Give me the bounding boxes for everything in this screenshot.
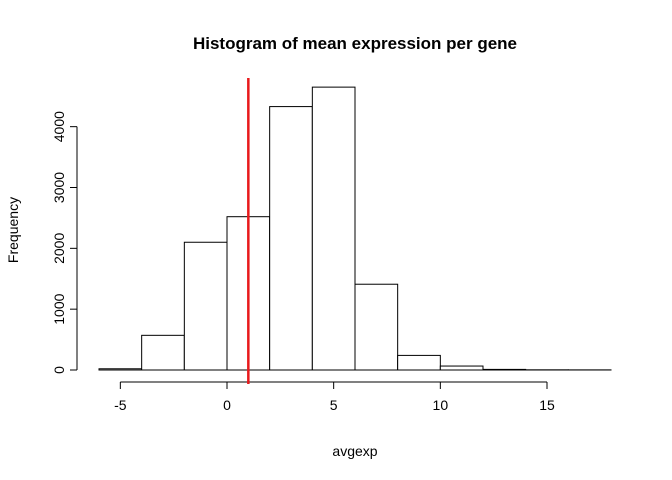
- y-tick-label: 0: [51, 366, 67, 374]
- x-tick-label: 5: [330, 397, 338, 413]
- histogram-bar: [354, 283, 399, 371]
- histogram-bars: [98, 86, 612, 371]
- x-tick-label: 10: [433, 397, 449, 413]
- y-axis-label: Frequency: [5, 197, 21, 263]
- x-axis: -5 0 5 10 15: [114, 381, 555, 413]
- x-tick-label: 15: [539, 397, 555, 413]
- y-tick-label: 1000: [51, 293, 67, 324]
- histogram-bar: [269, 106, 313, 371]
- y-axis: 0 1000 2000 3000 4000: [51, 111, 78, 374]
- y-tick-label: 3000: [51, 172, 67, 203]
- histogram-bar: [183, 241, 228, 371]
- y-tick-label: 2000: [51, 233, 67, 264]
- x-axis-label: avgexp: [332, 443, 377, 459]
- y-tick-label: 4000: [51, 111, 67, 142]
- x-tick-label: 0: [223, 397, 231, 413]
- histogram-bar: [311, 86, 356, 371]
- histogram-bar: [98, 368, 143, 371]
- histogram-bar: [397, 354, 441, 371]
- histogram-bar: [141, 334, 185, 371]
- histogram-bar: [482, 368, 527, 371]
- histogram-bar: [439, 365, 484, 371]
- x-tick-label: -5: [114, 397, 127, 413]
- chart-title: Histogram of mean expression per gene: [193, 34, 517, 53]
